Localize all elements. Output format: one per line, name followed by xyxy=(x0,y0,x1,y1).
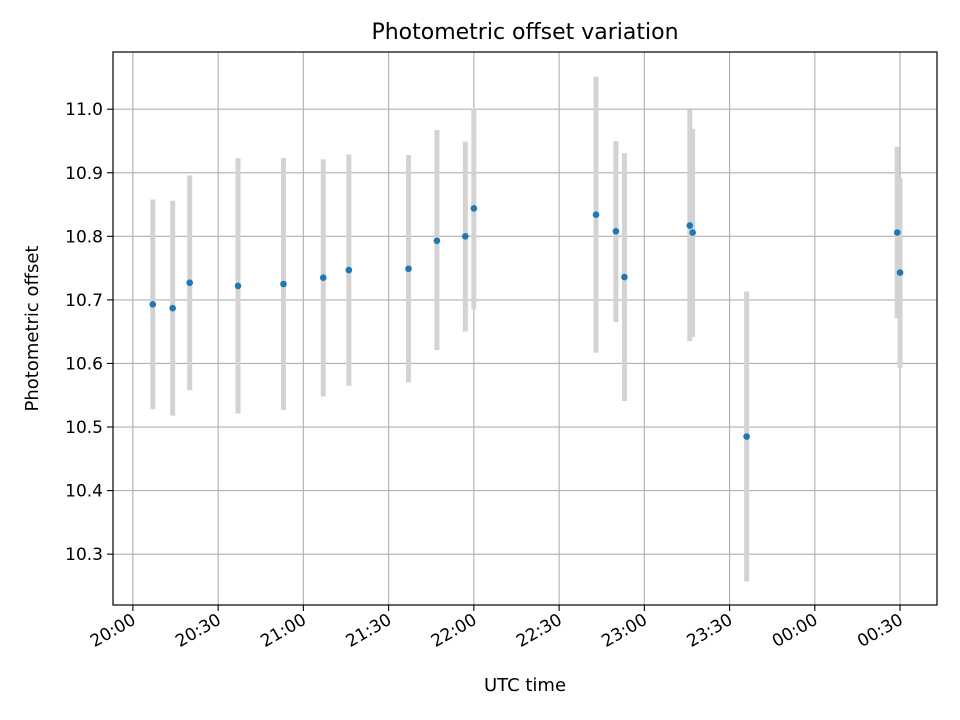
x-tick-label: 22:00 xyxy=(428,610,480,652)
data-point xyxy=(893,229,901,236)
chart-title: Photometric offset variation xyxy=(371,20,678,45)
data-point xyxy=(621,273,628,281)
data-point xyxy=(743,433,750,440)
data-point xyxy=(169,304,176,312)
y-axis-ticks: 10.3 10.4 10.5 10.6 10.7 10.8 10.9 11.0 xyxy=(65,100,113,565)
data-point xyxy=(280,280,287,288)
x-axis-label: UTC time xyxy=(484,675,566,696)
errorbar-layer xyxy=(150,76,903,582)
x-tick-label: 23:30 xyxy=(684,610,736,652)
data-point xyxy=(234,282,242,290)
data-point xyxy=(689,229,696,236)
x-tick-label: 20:00 xyxy=(87,610,139,652)
x-axis-ticks: 20:00 20:30 21:00 21:30 22:00 22:30 23:00 23:30… xyxy=(87,605,907,652)
data-point xyxy=(345,266,353,274)
data-point xyxy=(149,301,157,308)
x-tick-label: 22:30 xyxy=(513,610,565,652)
data-point xyxy=(470,205,478,212)
data-point xyxy=(686,222,694,229)
y-tick-label: 10.4 xyxy=(65,482,103,502)
y-tick-label: 10.8 xyxy=(65,227,103,247)
data-point xyxy=(612,227,620,235)
y-tick-label: 10.9 xyxy=(65,164,103,184)
y-tick-label: 10.7 xyxy=(65,291,103,311)
data-point xyxy=(186,279,194,287)
data-point xyxy=(405,265,412,273)
y-tick-label: 10.3 xyxy=(65,545,103,565)
data-point xyxy=(319,274,327,281)
x-tick-label: 21:30 xyxy=(343,610,395,652)
x-tick-label: 21:00 xyxy=(257,610,309,652)
y-axis-label: Photometric offset xyxy=(22,246,43,412)
data-point xyxy=(896,269,904,276)
y-tick-label: 11.0 xyxy=(65,100,103,120)
data-point xyxy=(433,237,441,245)
plot-frame xyxy=(112,51,938,606)
x-tick-label: 23:00 xyxy=(598,610,650,652)
x-tick-label: 00:00 xyxy=(769,610,821,652)
grid-layer xyxy=(113,52,937,605)
data-point xyxy=(592,211,600,219)
x-tick-label: 20:30 xyxy=(172,610,224,652)
y-tick-label: 10.5 xyxy=(65,418,103,438)
x-tick-label: 00:30 xyxy=(854,610,906,652)
data-point xyxy=(462,233,469,240)
y-tick-label: 10.6 xyxy=(65,354,103,374)
point-layer xyxy=(149,205,904,440)
